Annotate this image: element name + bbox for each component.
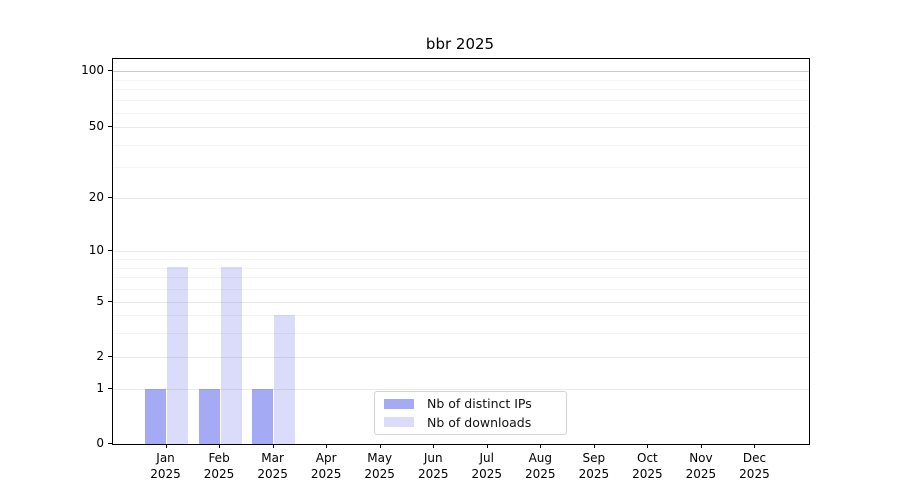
xtick-label-nov: Nov 2025: [685, 451, 717, 481]
xtick-label-dec: Dec 2025: [739, 451, 770, 481]
xtick-mark-mar: [272, 444, 274, 448]
bar-downloads-feb: [220, 267, 242, 444]
xtick-label-aug: Aug 2025: [525, 451, 556, 481]
xtick-label-sep: Sep 2025: [578, 451, 610, 481]
ytick-label-2: 2: [96, 348, 104, 363]
chart-title: bbr 2025: [425, 35, 495, 53]
gridline-1: [113, 389, 809, 391]
gridline-10: [113, 251, 809, 253]
ytick-label-1: 1: [96, 381, 104, 396]
gridline-2: [113, 357, 809, 358]
ytick-label-100: 100: [81, 63, 104, 78]
xtick-label-jan: Jan 2025: [150, 451, 181, 481]
legend: Nb of distinct IPs Nb of downloads: [374, 391, 567, 435]
xtick-mark-aug: [540, 444, 542, 448]
xtick-mark-jan: [165, 444, 167, 448]
xtick-label-mar: Mar 2025: [257, 451, 288, 481]
xtick-mark-jul: [486, 444, 488, 448]
ytick-mark-50: [108, 126, 112, 128]
ytick-mark-10: [108, 250, 112, 252]
xtick-label-jul: Jul 2025: [471, 451, 503, 481]
legend-swatch-distinct-ips: [384, 398, 414, 409]
minor-gridline-60: [113, 112, 809, 114]
ytick-label-5: 5: [96, 293, 104, 308]
ytick-mark-5: [108, 300, 112, 302]
legend-row-distinct-ips: Nb of distinct IPs: [375, 395, 566, 412]
xtick-mark-dec: [754, 444, 756, 448]
ytick-label-50: 50: [88, 119, 104, 134]
gridline-20: [113, 198, 809, 200]
minor-gridline-4: [113, 315, 809, 317]
xtick-mark-jun: [433, 444, 435, 448]
xtick-label-may: May 2025: [364, 451, 395, 481]
ytick-mark-1: [108, 388, 112, 390]
ytick-mark-20: [108, 197, 112, 199]
xtick-label-feb: Feb 2025: [203, 451, 235, 481]
gridline-50: [113, 127, 809, 129]
y-axis-tick-labels: 0 1 2 5 10 20 50 100: [60, 58, 104, 450]
gridline-5: [113, 301, 809, 303]
xtick-mark-oct: [647, 444, 649, 448]
ytick-mark-2: [108, 355, 112, 357]
minor-gridline-3: [113, 332, 809, 334]
xtick-mark-apr: [326, 444, 328, 448]
minor-gridline-90: [113, 79, 809, 81]
minor-gridline-6: [113, 288, 809, 290]
ytick-mark-100: [108, 70, 112, 72]
bar-downloads-jan: [167, 267, 189, 444]
gridline-100: [113, 71, 809, 73]
xtick-mark-feb: [219, 444, 221, 448]
bar-distinct-ips-jan: [145, 389, 167, 444]
xtick-label-oct: Oct 2025: [632, 451, 663, 481]
bar-distinct-ips-mar: [252, 389, 274, 444]
minor-gridline-7: [113, 277, 809, 279]
bar-downloads-mar: [274, 315, 296, 444]
minor-gridline-40: [113, 144, 809, 146]
legend-label-downloads: Nb of downloads: [427, 414, 532, 430]
xtick-mark-nov: [700, 444, 702, 448]
legend-label-distinct-ips: Nb of distinct IPs: [427, 396, 532, 412]
legend-row-downloads: Nb of downloads: [375, 414, 566, 431]
bar-distinct-ips-feb: [198, 389, 220, 444]
ytick-mark-0: [108, 443, 112, 444]
plot-area: [112, 58, 810, 445]
xtick-label-jun: Jun 2025: [417, 451, 449, 481]
legend-swatch-downloads: [384, 417, 414, 428]
minor-gridline-80: [113, 89, 809, 91]
minor-gridline-9: [113, 258, 809, 260]
xtick-mark-sep: [593, 444, 595, 448]
plot-inner: [113, 59, 809, 444]
ytick-label-0: 0: [96, 436, 104, 450]
minor-gridline-70: [113, 100, 809, 101]
xtick-mark-may: [379, 444, 381, 448]
minor-gridline-30: [113, 166, 809, 168]
ytick-label-20: 20: [88, 190, 104, 205]
minor-gridline-8: [113, 267, 809, 269]
ytick-label-10: 10: [88, 243, 104, 258]
xtick-label-apr: Apr 2025: [310, 451, 342, 481]
